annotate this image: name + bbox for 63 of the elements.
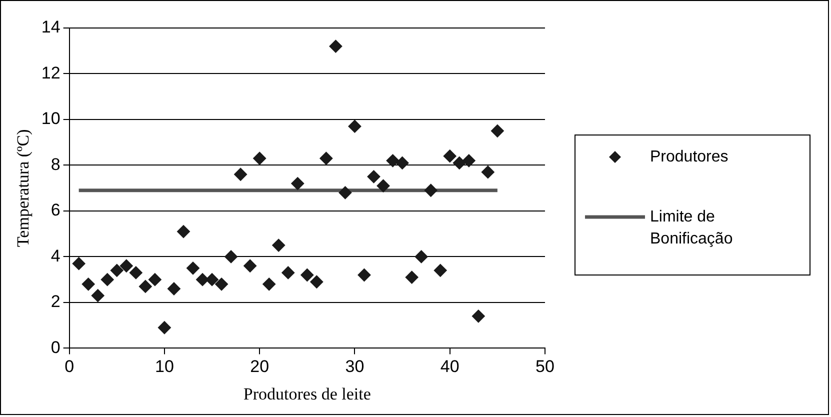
point	[348, 120, 362, 133]
point	[320, 152, 333, 165]
y-tick-label: 2	[50, 292, 60, 312]
point	[300, 268, 314, 282]
point	[472, 310, 485, 323]
point	[462, 154, 476, 168]
y-tick-label: 0	[50, 338, 60, 357]
y-tick-label: 12	[41, 63, 60, 82]
point	[224, 250, 238, 264]
y-tick-label: 6	[50, 200, 60, 220]
point	[100, 273, 114, 286]
point	[414, 250, 428, 264]
point	[138, 280, 152, 293]
point	[367, 170, 380, 184]
point	[262, 278, 276, 291]
point	[82, 278, 95, 291]
point	[110, 264, 124, 277]
y-tick-label: 8	[50, 154, 60, 174]
point	[424, 184, 438, 197]
legend-label: Produtores	[650, 148, 728, 166]
point	[129, 266, 142, 280]
point	[72, 257, 86, 270]
x-tick-label: 50	[536, 357, 554, 376]
y-axis-title: Temperatura (ºC)	[14, 129, 33, 248]
x-tick-label: 20	[250, 357, 270, 376]
x-tick-label: 10	[154, 357, 174, 376]
point	[176, 225, 190, 238]
x-tick-label: 40	[440, 357, 460, 376]
point	[358, 268, 371, 282]
x-tick-label: 0	[64, 357, 74, 376]
point	[272, 238, 286, 252]
y-tick-label: 10	[41, 109, 60, 128]
point	[167, 282, 180, 296]
y-tick-label: 14	[41, 18, 60, 37]
point	[148, 273, 162, 286]
x-tick-label: 30	[345, 357, 364, 376]
point	[253, 152, 266, 165]
point	[338, 186, 352, 200]
point	[282, 266, 295, 280]
point	[490, 124, 504, 138]
point	[386, 154, 400, 168]
point	[329, 40, 342, 53]
point	[120, 259, 133, 272]
point	[234, 168, 248, 181]
legend-label: Limite de Bonificação	[650, 208, 733, 248]
point	[396, 156, 409, 170]
point	[244, 259, 257, 272]
point	[310, 275, 324, 288]
point	[405, 270, 418, 284]
point	[443, 150, 456, 163]
x-axis-title: Produtores de leite	[243, 384, 371, 404]
point	[91, 289, 104, 302]
point	[206, 273, 219, 286]
point	[196, 273, 210, 286]
point	[291, 177, 304, 190]
point	[215, 278, 228, 291]
point	[186, 262, 200, 275]
point	[434, 264, 447, 277]
point	[376, 179, 390, 192]
point	[158, 321, 171, 334]
point	[452, 156, 466, 170]
y-tick-label: 4	[50, 246, 60, 266]
point	[481, 166, 494, 179]
